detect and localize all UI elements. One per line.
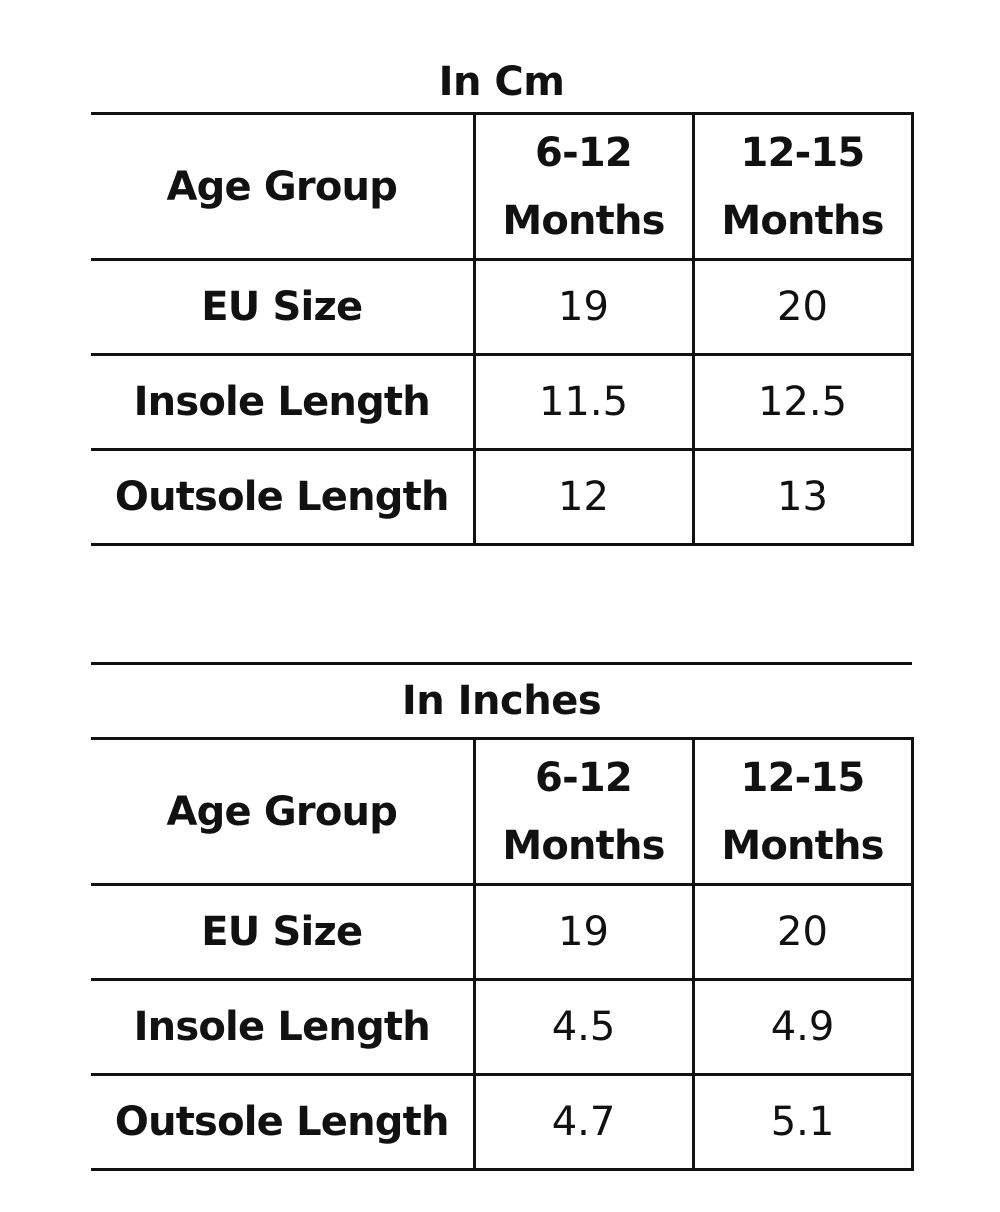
row-label: Insole Length: [91, 978, 476, 1076]
table-cell: 19: [472, 258, 695, 356]
table-title: In Inches: [91, 662, 912, 737]
table-cell: 19: [472, 883, 695, 981]
table-cell: 4.9: [691, 978, 914, 1076]
table-cell: 4.5: [472, 978, 695, 1076]
column-header-unit: Months: [502, 822, 665, 869]
column-header-unit: Months: [721, 197, 884, 244]
table-row: Insole Length 11.5 12.5: [91, 353, 914, 451]
header-row: Age Group 6-12 Months 12-15 Months: [91, 112, 914, 261]
table-cell: 11.5: [472, 353, 695, 451]
table-cell: 5.1: [691, 1073, 914, 1171]
header-row: Age Group 6-12 Months 12-15 Months: [91, 737, 914, 886]
age-group-label: Age Group: [91, 737, 476, 886]
table-cell: 20: [691, 883, 914, 981]
column-header-unit: Months: [721, 822, 884, 869]
column-header-unit: Months: [502, 197, 665, 244]
column-header-range: 12-15: [740, 129, 866, 176]
row-label: EU Size: [91, 258, 476, 356]
size-table-cm: In Cm Age Group 6-12 Months 12-15 Months…: [91, 52, 914, 546]
row-label: EU Size: [91, 883, 476, 981]
table-cell: 13: [691, 448, 914, 546]
age-group-label: Age Group: [91, 112, 476, 261]
row-label: Insole Length: [91, 353, 476, 451]
table-cell: 12: [472, 448, 695, 546]
table-cell: 20: [691, 258, 914, 356]
column-header: 6-12 Months: [472, 737, 695, 886]
table-row: Outsole Length 4.7 5.1: [91, 1073, 914, 1171]
column-header-range: 12-15: [740, 754, 866, 801]
table-row: Outsole Length 12 13: [91, 448, 914, 546]
row-label: Outsole Length: [91, 1073, 476, 1171]
table-row: Insole Length 4.5 4.9: [91, 978, 914, 1076]
table-cell: 4.7: [472, 1073, 695, 1171]
column-header-range: 6-12: [535, 754, 633, 801]
table-row: EU Size 19 20: [91, 883, 914, 981]
size-table-inches: In Inches Age Group 6-12 Months 12-15 Mo…: [91, 662, 914, 1171]
size-grid: Age Group 6-12 Months 12-15 Months EU Si…: [91, 737, 914, 1171]
column-header: 12-15 Months: [691, 112, 914, 261]
size-grid: Age Group 6-12 Months 12-15 Months EU Si…: [91, 112, 914, 546]
row-label: Outsole Length: [91, 448, 476, 546]
column-header: 6-12 Months: [472, 112, 695, 261]
table-cell: 12.5: [691, 353, 914, 451]
column-header: 12-15 Months: [691, 737, 914, 886]
table-row: EU Size 19 20: [91, 258, 914, 356]
column-header-range: 6-12: [535, 129, 633, 176]
table-title: In Cm: [438, 59, 565, 105]
